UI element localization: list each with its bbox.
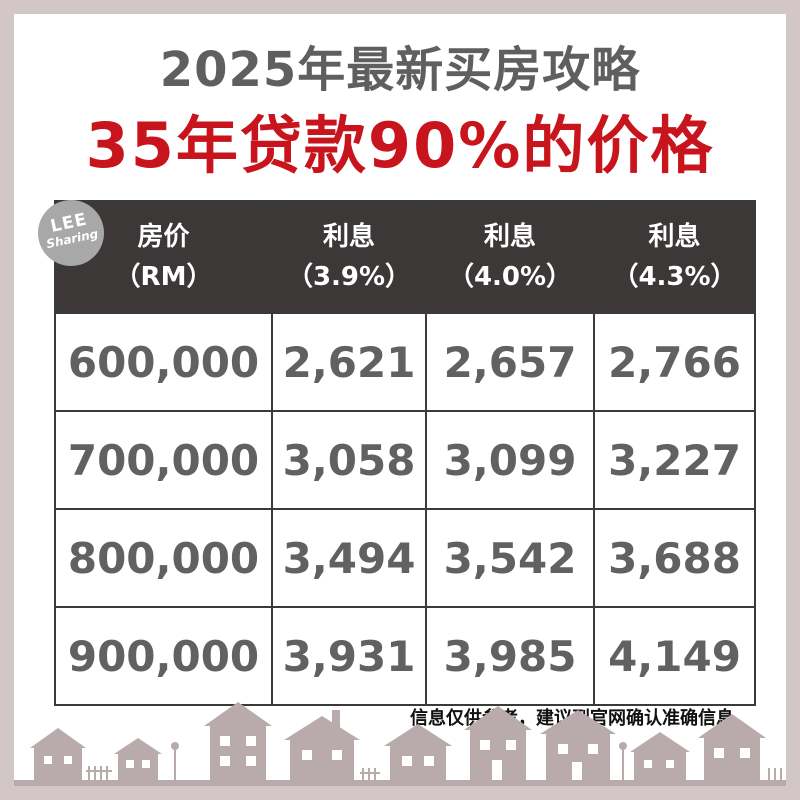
payment-cell-43: 3,227 bbox=[593, 410, 756, 510]
payment-cell-40: 3,542 bbox=[425, 508, 595, 608]
table-row: 900,000 3,931 3,985 4,149 bbox=[54, 606, 756, 706]
payment-cell-39: 3,494 bbox=[271, 508, 427, 608]
payment-cell-43: 2,766 bbox=[593, 312, 756, 412]
payment-cell-40: 3,985 bbox=[425, 606, 595, 706]
header-price-line2: （RM） bbox=[114, 262, 213, 292]
header-rate-40-line1: 利息 bbox=[483, 222, 536, 252]
payment-cell-40: 3,099 bbox=[425, 410, 595, 510]
header-rate-39-line2: （3.9%） bbox=[286, 262, 412, 292]
price-cell: 900,000 bbox=[54, 606, 273, 706]
price-cell: 700,000 bbox=[54, 410, 273, 510]
header-rate-43-line1: 利息 bbox=[648, 222, 701, 252]
payment-cell-43: 3,688 bbox=[593, 508, 756, 608]
header-price-line1: 房价 bbox=[137, 222, 190, 252]
payment-cell-39: 3,058 bbox=[271, 410, 427, 510]
payment-cell-43: 4,149 bbox=[593, 606, 756, 706]
payment-cell-40: 2,657 bbox=[425, 312, 595, 412]
table-row: 600,000 2,621 2,657 2,766 bbox=[54, 312, 756, 412]
payment-cell-39: 2,621 bbox=[271, 312, 427, 412]
poster-card: 2025年最新买房攻略 35年贷款90%的价格 LEE Sharing 房价 （… bbox=[14, 14, 786, 786]
table-row: 800,000 3,494 3,542 3,688 bbox=[54, 508, 756, 608]
header-rate-43-line2: （4.3%） bbox=[612, 262, 737, 292]
page-title: 2025年最新买房攻略 bbox=[159, 42, 641, 98]
price-cell: 600,000 bbox=[54, 312, 273, 412]
header-rate-40: 利息 （4.0%） bbox=[425, 200, 595, 314]
payment-cell-39: 3,931 bbox=[271, 606, 427, 706]
price-cell: 800,000 bbox=[54, 508, 273, 608]
header-rate-39-line1: 利息 bbox=[322, 222, 375, 252]
header-rate-43: 利息 （4.3%） bbox=[593, 200, 756, 314]
loan-table: 房价 （RM） 利息 （3.9%） 利息 （4.0%） 利息 （4.3%） bbox=[54, 200, 756, 706]
table-header-row: 房价 （RM） 利息 （3.9%） 利息 （4.0%） 利息 （4.3%） bbox=[54, 200, 756, 314]
page-subtitle: 35年贷款90%的价格 bbox=[85, 109, 715, 182]
header-rate-39: 利息 （3.9%） bbox=[271, 200, 427, 314]
table-row: 700,000 3,058 3,099 3,227 bbox=[54, 410, 756, 510]
header-rate-40-line2: （4.0%） bbox=[447, 262, 573, 292]
house-skyline-icon bbox=[14, 702, 786, 786]
